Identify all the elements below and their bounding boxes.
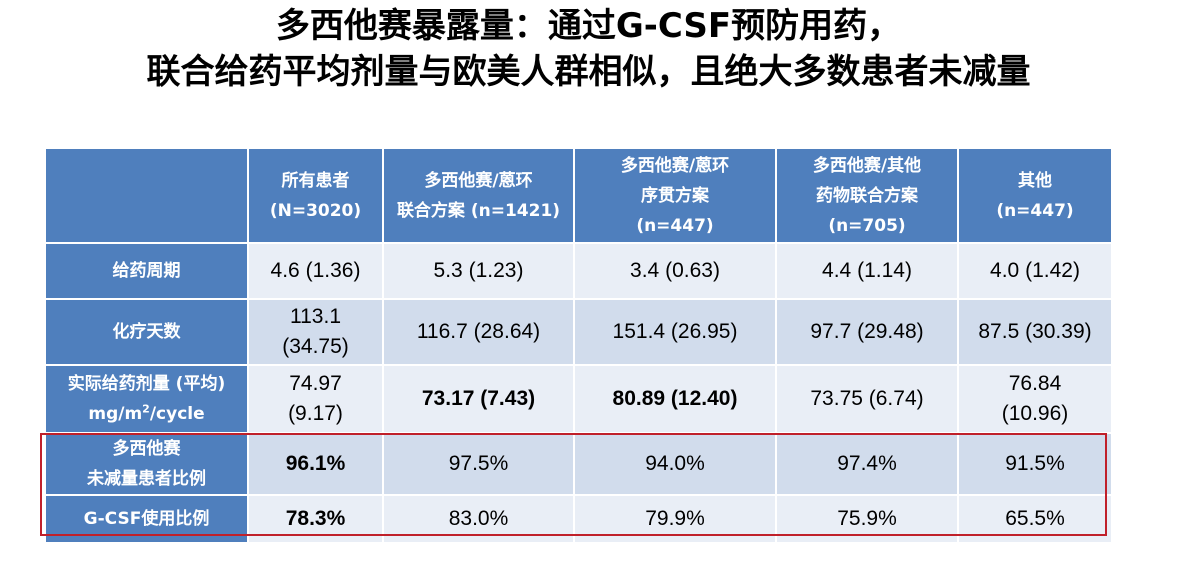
table-cell: 151.4 (26.95) bbox=[573, 298, 777, 366]
column-header-all-patients: 所有患者 (N=3020) bbox=[247, 147, 384, 244]
table-cell: 74.97 (9.17) bbox=[247, 364, 384, 434]
table-cell: 3.4 (0.63) bbox=[573, 242, 777, 300]
column-header-text: 序贯方案 bbox=[641, 185, 709, 206]
column-header-text: 药物联合方案 bbox=[816, 185, 918, 206]
row-label-unit: /cycle bbox=[149, 404, 205, 424]
column-header-others: 其他 (n=447) bbox=[957, 147, 1113, 244]
table-cell: 5.3 (1.23) bbox=[382, 242, 575, 300]
table-cell: 91.5% bbox=[957, 432, 1113, 496]
table-cell: 87.5 (30.39) bbox=[957, 298, 1113, 366]
row-label-line: 未减量患者比例 bbox=[87, 469, 206, 489]
column-header-combination: 多西他赛/蒽环 联合方案 (n=1421) bbox=[382, 147, 575, 244]
row-label-cycles: 给药周期 bbox=[44, 242, 249, 300]
table-cell-highlight-red: 78.3% bbox=[247, 494, 384, 544]
slide-title-line1: 多西他赛暴露量：通过G-CSF预防用药， bbox=[275, 6, 902, 46]
row-label-unit-sup: 2 bbox=[142, 402, 150, 416]
row-label-actual-dose: 实际给药剂量 (平均) mg/m2/cycle bbox=[44, 364, 249, 434]
cell-line: (34.75) bbox=[282, 335, 349, 358]
table-cell: 75.9% bbox=[775, 494, 959, 544]
cell-line: 76.84 bbox=[1008, 372, 1062, 395]
table-cell: 4.4 (1.14) bbox=[775, 242, 959, 300]
row-label-line: 实际给药剂量 (平均) bbox=[67, 374, 226, 394]
row-label-line: 多西他赛 bbox=[112, 439, 181, 459]
table-row-chemo-days: 化疗天数 113.1 (34.75) 116.7 (28.64) 151.4 (… bbox=[44, 298, 1113, 366]
row-label-gcsf-usage: G-CSF使用比例 bbox=[44, 494, 249, 544]
table-cell: 97.5% bbox=[382, 432, 575, 496]
column-header-other-combination: 多西他赛/其他 药物联合方案 (n=705) bbox=[775, 147, 959, 244]
table-cell: 97.7 (29.48) bbox=[775, 298, 959, 366]
row-label-unit: mg/m bbox=[88, 404, 143, 424]
table-row-actual-dose: 实际给药剂量 (平均) mg/m2/cycle 74.97 (9.17) 73.… bbox=[44, 364, 1113, 434]
row-label-no-dose-reduction: 多西他赛 未减量患者比例 bbox=[44, 432, 249, 496]
column-header-text: (n=447) bbox=[996, 200, 1074, 221]
row-label-chemo-days: 化疗天数 bbox=[44, 298, 249, 366]
table-cell: 83.0% bbox=[382, 494, 575, 544]
table-cell: 116.7 (28.64) bbox=[382, 298, 575, 366]
table-cell: 79.9% bbox=[573, 494, 777, 544]
column-header-text: 联合方案 (n=1421) bbox=[396, 200, 561, 221]
table-row-cycles: 给药周期 4.6 (1.36) 5.3 (1.23) 3.4 (0.63) 4.… bbox=[44, 242, 1113, 300]
column-header-text: 所有患者 bbox=[281, 170, 350, 191]
column-header-text: 多西他赛/其他 bbox=[812, 155, 922, 176]
exposure-table: 所有患者 (N=3020) 多西他赛/蒽环 联合方案 (n=1421) 多西他赛… bbox=[44, 147, 1113, 544]
table-cell-highlight-blue: 80.89 (12.40) bbox=[573, 364, 777, 434]
table-cell-highlight-red: 96.1% bbox=[247, 432, 384, 496]
column-header-text: 其他 bbox=[1018, 170, 1052, 191]
table-header-row: 所有患者 (N=3020) 多西他赛/蒽环 联合方案 (n=1421) 多西他赛… bbox=[44, 147, 1113, 244]
cell-line: (10.96) bbox=[1001, 402, 1069, 425]
table-cell-highlight-red: 73.17 (7.43) bbox=[382, 364, 575, 434]
cell-line: 113.1 bbox=[290, 305, 341, 328]
column-header-text: 多西他赛/蒽环 bbox=[424, 170, 533, 191]
table-cell: 4.6 (1.36) bbox=[247, 242, 384, 300]
cell-line: 74.97 bbox=[289, 372, 342, 395]
table-cell: 65.5% bbox=[957, 494, 1113, 544]
table-cell: 76.84 (10.96) bbox=[957, 364, 1113, 434]
row-label-line: mg/m2/cycle bbox=[48, 399, 245, 429]
table-cell: 97.4% bbox=[775, 432, 959, 496]
table-row-no-dose-reduction: 多西他赛 未减量患者比例 96.1% 97.5% 94.0% 97.4% 91.… bbox=[44, 432, 1113, 496]
table-corner-cell bbox=[44, 147, 249, 244]
column-header-text: 多西他赛/蒽环 bbox=[620, 155, 730, 176]
table-cell: 94.0% bbox=[573, 432, 777, 496]
table-cell: 4.0 (1.42) bbox=[957, 242, 1113, 300]
column-header-text: (n=705) bbox=[828, 215, 906, 236]
table-cell: 73.75 (6.74) bbox=[775, 364, 959, 434]
table-row-gcsf-usage: G-CSF使用比例 78.3% 83.0% 79.9% 75.9% 65.5% bbox=[44, 494, 1113, 544]
cell-line: (9.17) bbox=[288, 402, 343, 425]
table-cell: 113.1 (34.75) bbox=[247, 298, 384, 366]
column-header-text: (n=447) bbox=[636, 215, 714, 236]
slide-title-line2: 联合给药平均剂量与欧美人群相似，且绝大多数患者未减量 bbox=[146, 52, 1031, 92]
column-header-text: (N=3020) bbox=[269, 200, 362, 221]
column-header-sequential: 多西他赛/蒽环 序贯方案 (n=447) bbox=[573, 147, 777, 244]
